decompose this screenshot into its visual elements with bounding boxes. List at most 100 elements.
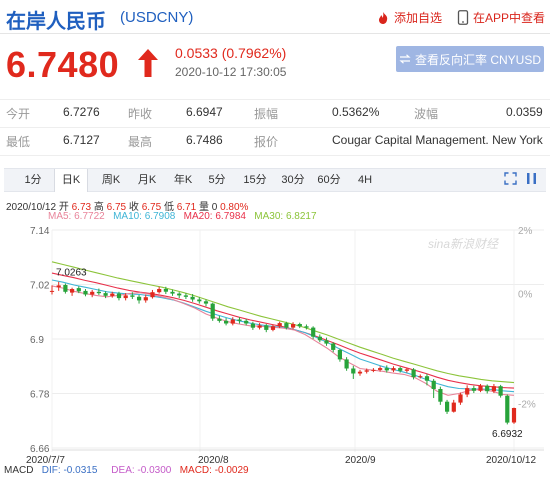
candle-body [431,380,436,389]
open-value: 6.73 [71,202,92,213]
tab-monthly[interactable]: 月K [137,174,157,186]
candle-body [270,326,276,330]
view-in-app-button[interactable]: 在APP中查看 [457,9,545,26]
current-price: 6.7480 [6,44,120,85]
tab-yearly[interactable]: 年K [173,174,193,186]
macd-title: MACD [4,465,34,476]
volume-value: 0 [211,202,218,213]
reverse-rate-button[interactable]: 查看反向汇率 CNYUSD [396,46,544,72]
low-label: 低 [163,202,174,213]
close-label: 收 [128,202,139,213]
candle-date: 2020/10/12 [6,202,57,213]
candle-body [163,289,168,292]
candle-info: 2020/10/12 开 6.73 高 6.75 收 6.75 低 6.71 量… [6,198,248,213]
candle-body [56,285,61,288]
macd-value: MACD: -0.0029 [179,465,249,476]
candle-body [237,319,242,321]
stat-label: 波幅 [414,107,439,121]
add-watchlist-button[interactable]: 添加自选 [376,9,442,26]
y-tick-label: 6.9 [30,335,44,346]
phone-icon [457,10,469,25]
candle-body [297,324,302,327]
ma10-value: MA10: 6.7908 [113,211,176,222]
candle-body [384,368,389,371]
tab-daily[interactable]: 日K [54,169,88,192]
dif-value: DIF: -0.0315 [41,465,98,476]
tab-4h[interactable]: 4H [357,174,373,186]
candle-body [190,296,195,300]
candle-body [264,325,269,330]
candle-body [458,394,463,403]
ma20-value: MA20: 6.7984 [183,211,246,222]
candle-body [378,368,383,370]
ma5-value: MA5: 6.7722 [48,211,105,222]
tab-1min[interactable]: 1分 [24,174,42,186]
high-value: 6.75 [106,202,127,213]
pct-tick-label: 0% [518,290,533,301]
candle-body [197,299,202,302]
ma30-value: MA30: 6.8217 [254,211,317,222]
candle-body [250,323,255,328]
max-price-label: 7.0263 [56,268,87,279]
candle-body [445,401,450,412]
candle-body [331,343,336,350]
candle-body [505,395,510,423]
fullscreen-icon[interactable] [504,172,517,185]
candle-body [351,368,356,374]
x-tick-label: 2020/9 [345,455,376,465]
tab-30min[interactable]: 30分 [281,174,305,186]
ma10-line [51,279,515,393]
page-title: 在岸人民币 [6,11,106,33]
candle-body [63,285,68,292]
candle-body [277,323,282,327]
settings-icon[interactable] [525,172,538,185]
candle-body [364,370,369,372]
pct-change: 0.80% [220,202,249,213]
candle-body [143,297,148,301]
dea-value: DEA: -0.0300 [111,465,172,476]
candle-body [210,303,215,319]
tab-15min[interactable]: 15分 [243,174,267,186]
candle-body [324,340,329,344]
candle-body [177,293,182,296]
candle-body [123,295,128,299]
candle-body [371,369,376,371]
symbol-code: (USDCNY) [120,9,194,26]
add-watchlist-label: 添加自选 [394,11,443,25]
candle-body [478,385,483,391]
candle-body [424,376,430,381]
candle-body [170,291,175,294]
candle-body [70,289,75,293]
view-in-app-label: 在APP中查看 [473,11,546,25]
y-tick-label: 7.02 [30,281,50,292]
ma20-line [51,272,515,389]
candle-body [465,388,470,395]
price-change: 0.0533 (0.7962%) [175,45,287,61]
candle-body [485,385,490,392]
x-tick-label: 2020/7/7 [26,455,65,465]
stat-value: 6.7276 [63,105,100,119]
candle-body [90,291,95,295]
low-value: 6.71 [176,202,197,213]
tab-5min[interactable]: 5分 [208,174,226,186]
candle-body [304,326,309,328]
ma5-line [51,285,515,396]
stat-label: 今开 [6,107,31,121]
candle-body [491,386,496,392]
candle-body [471,388,476,391]
candle-body [317,336,322,341]
period-tabs: 1分 日K 周K 月K 年K 5分 15分 30分 60分 4H [4,168,546,192]
fire-icon [379,11,388,24]
candle-body [418,376,423,378]
open-label: 开 [58,202,69,213]
tab-weekly[interactable]: 周K [101,174,121,186]
up-arrow-icon [138,49,158,77]
pct-tick-label: 2% [518,226,533,237]
candle-body [337,349,342,360]
stats-row: 最低 6.7127 最高 6.7486 报价 Cougar Capital Ma… [0,133,550,161]
tab-60min[interactable]: 60分 [317,174,341,186]
candle-body [217,318,222,321]
kline-chart[interactable]: sina新浪财经 7.14 7.02 6.9 6.78 6.66 2% 0% -2% 2020/… [0,222,550,465]
candle-body [157,289,162,293]
candle-body [391,368,396,371]
